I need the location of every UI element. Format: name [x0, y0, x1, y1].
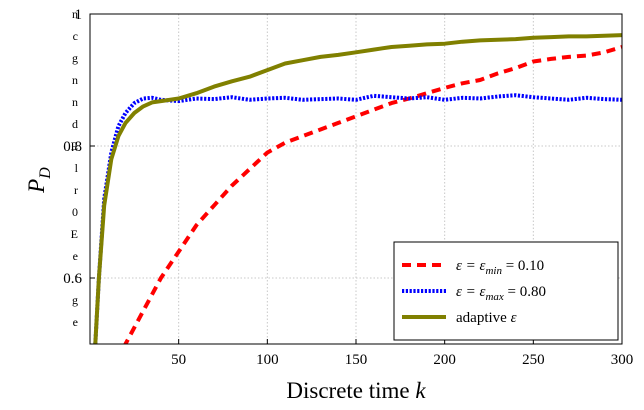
x-tick-label: 250	[522, 352, 545, 368]
y-tick-label: 0.6	[63, 271, 82, 287]
legend-entry: adaptive ε	[402, 310, 517, 326]
x-tick-label: 150	[345, 352, 368, 368]
clipped-text-fragment: n	[72, 7, 78, 21]
clipped-text-fragment: e	[72, 315, 78, 329]
legend-label: ε = εmin = 0.10	[456, 258, 544, 277]
y-axis-ticks: 0.6 0.8 1	[63, 7, 95, 287]
legend-entry: ε = εmin = 0.10	[402, 258, 544, 277]
legend-box	[393, 241, 619, 341]
y-tick-label: 1	[75, 7, 83, 23]
x-tick-label: 100	[256, 352, 279, 368]
clipped-text-fragment: 0	[72, 205, 78, 219]
x-tick-label: 200	[433, 352, 456, 368]
series-line-2	[93, 93, 622, 344]
clipped-text-fragment: l	[74, 161, 78, 175]
clipped-text-fragment: E	[70, 227, 78, 241]
series-line-1	[123, 45, 622, 344]
clipped-text-fragment: n	[72, 73, 78, 87]
y-axis-label: PD	[24, 167, 54, 194]
y-tick-label: 0.8	[63, 139, 82, 155]
clipped-text-fragment: E	[70, 139, 78, 153]
legend-entry: ε = εmax = 0.80	[402, 284, 546, 303]
clipped-text-fragment: n	[72, 95, 78, 109]
series-lines	[93, 33, 622, 344]
legend-label: adaptive ε	[456, 310, 517, 326]
x-tick-label: 50	[171, 352, 186, 368]
legend-label: ε = εmax = 0.80	[456, 284, 546, 303]
x-axis-label: Discrete time k	[286, 378, 426, 403]
legend: ε = εmin = 0.10 ε = εmax = 0.80 adaptive ε	[393, 241, 619, 341]
clipped-text-fragment: g	[72, 293, 78, 307]
clipped-body-text: n c g n n d E l r 0 E e t g e	[0, 0, 80, 410]
clipped-text-fragment: c	[72, 29, 78, 43]
series-line-3	[93, 33, 622, 344]
y-axis-label-subscript: D	[37, 167, 54, 180]
grid-lines	[90, 14, 622, 344]
clipped-text-fragment: t	[74, 271, 78, 285]
x-tick-label: 300	[611, 352, 634, 368]
clipped-text-fragment: r	[74, 183, 78, 197]
x-axis-ticks: 50 100 150 200 250 300	[171, 339, 633, 368]
clipped-text-fragment: g	[72, 51, 78, 65]
x-axis-label-text: Discrete time	[286, 378, 415, 403]
x-axis-label-variable: k	[415, 378, 426, 403]
clipped-text-fragment: d	[72, 117, 78, 131]
clipped-text-fragment: e	[72, 249, 78, 263]
y-axis-label-symbol: P	[24, 179, 49, 194]
